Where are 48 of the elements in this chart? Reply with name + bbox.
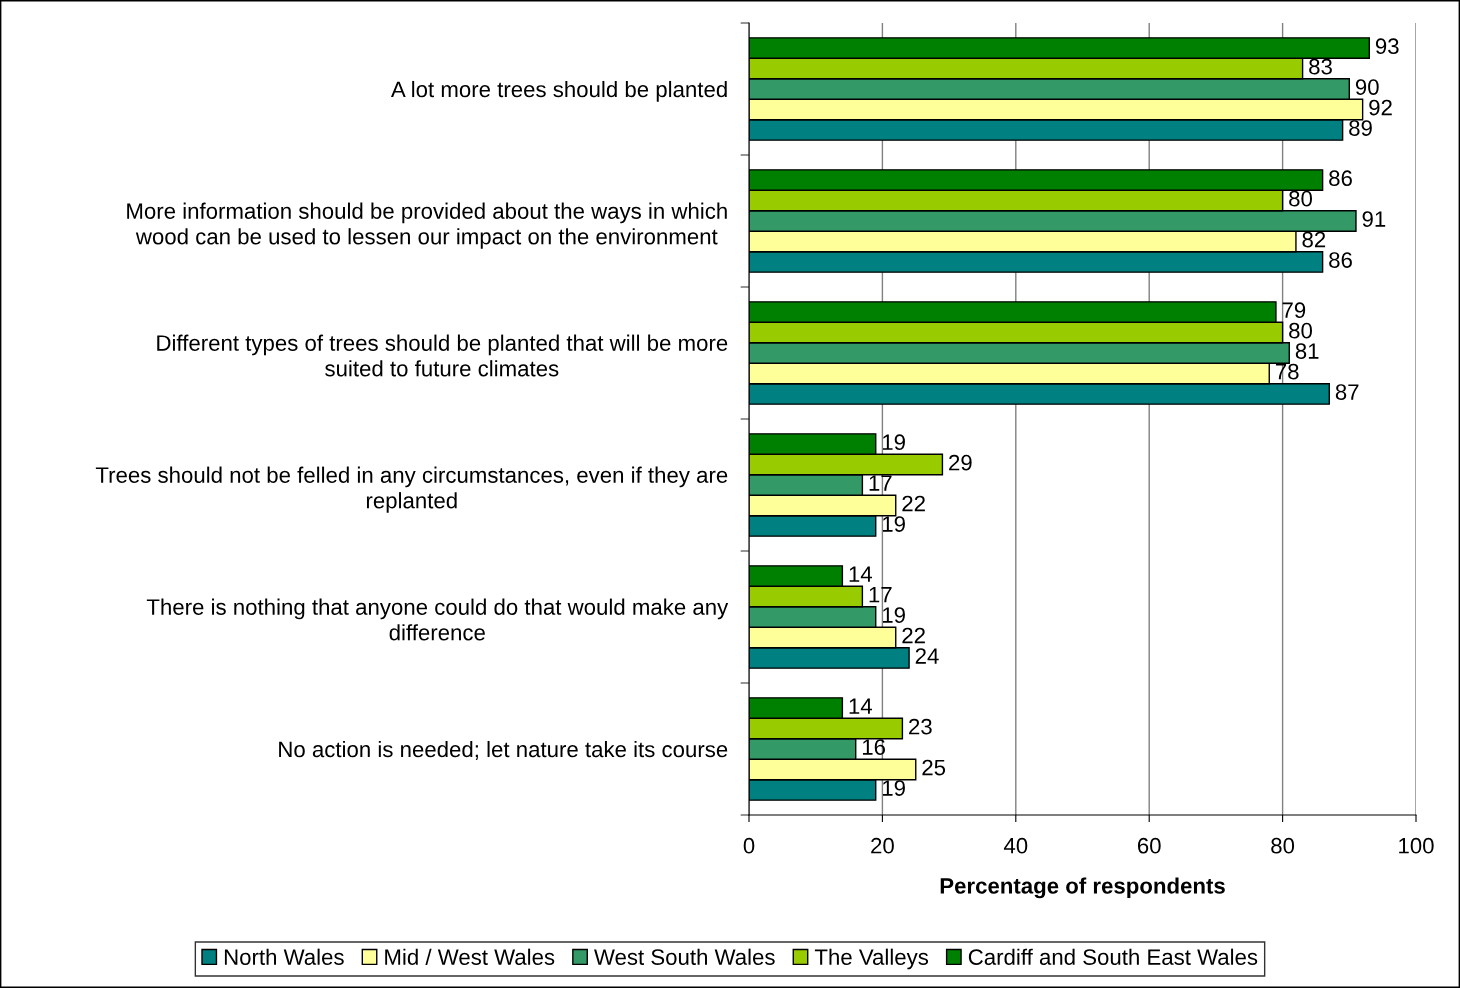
data-label: 22 bbox=[902, 627, 925, 644]
x-tick-label: 60 bbox=[1137, 837, 1161, 854]
legend-label: The Valleys bbox=[814, 948, 929, 970]
data-label: 16 bbox=[862, 739, 886, 755]
data-label: 92 bbox=[1369, 99, 1392, 116]
x-axis-title: Percentage of respondents bbox=[940, 877, 1225, 899]
data-label: 19 bbox=[882, 434, 905, 451]
data-label: 81 bbox=[1295, 343, 1319, 359]
legend-label: North Wales bbox=[224, 948, 344, 965]
data-label: 86 bbox=[1329, 170, 1352, 187]
data-label: 93 bbox=[1375, 38, 1399, 55]
data-label: 17 bbox=[869, 475, 892, 491]
legend-label: Cardiff and South East Wales bbox=[968, 948, 1258, 965]
data-label: 14 bbox=[849, 566, 872, 582]
data-label: 19 bbox=[882, 516, 905, 532]
x-tick-label: 40 bbox=[1003, 837, 1028, 854]
x-tick-label: 100 bbox=[1399, 837, 1434, 854]
data-label: 17 bbox=[869, 587, 892, 603]
x-tick-label: 80 bbox=[1271, 837, 1295, 854]
data-label: 86 bbox=[1329, 252, 1352, 268]
y-tick-label: There is nothing that anyone could do that would make any difference bbox=[146, 598, 729, 641]
data-label: 19 bbox=[882, 780, 905, 796]
data-label: 90 bbox=[1355, 79, 1379, 95]
y-tick-label: A lot more trees should be planted bbox=[390, 80, 727, 102]
data-label: 89 bbox=[1349, 120, 1372, 136]
legend-label: West South Wales bbox=[594, 948, 775, 965]
data-label: 91 bbox=[1362, 211, 1386, 227]
legend-label: Mid / West Wales bbox=[385, 948, 555, 965]
y-tick-label: More information should be provided about the ways in which wood can be used to lessen our impact on the environment bbox=[127, 202, 727, 249]
data-label: 80 bbox=[1289, 322, 1312, 339]
x-tick-label: 20 bbox=[871, 837, 894, 854]
data-label: 23 bbox=[909, 718, 932, 735]
data-label: 19 bbox=[882, 607, 905, 623]
data-label: 14 bbox=[849, 698, 872, 714]
data-label: 78 bbox=[1275, 363, 1299, 380]
data-label: 24 bbox=[915, 648, 939, 664]
y-tick-label: Trees should not be felled in any circumstances, even if they are replanted bbox=[95, 466, 728, 513]
data-label: 22 bbox=[902, 495, 925, 512]
data-label: 82 bbox=[1302, 231, 1326, 248]
data-label: 25 bbox=[922, 759, 946, 776]
y-tick-label: No action is needed; let nature take its course bbox=[279, 740, 728, 760]
data-label: 29 bbox=[949, 454, 972, 471]
data-label: 80 bbox=[1289, 190, 1312, 207]
y-tick-label: Different types of trees should be planted that will be more suited to future climates bbox=[157, 334, 728, 377]
data-label: 79 bbox=[1282, 302, 1306, 319]
data-label: 83 bbox=[1309, 58, 1332, 75]
x-tick-label: 0 bbox=[743, 837, 755, 854]
data-label: 87 bbox=[1335, 384, 1359, 400]
